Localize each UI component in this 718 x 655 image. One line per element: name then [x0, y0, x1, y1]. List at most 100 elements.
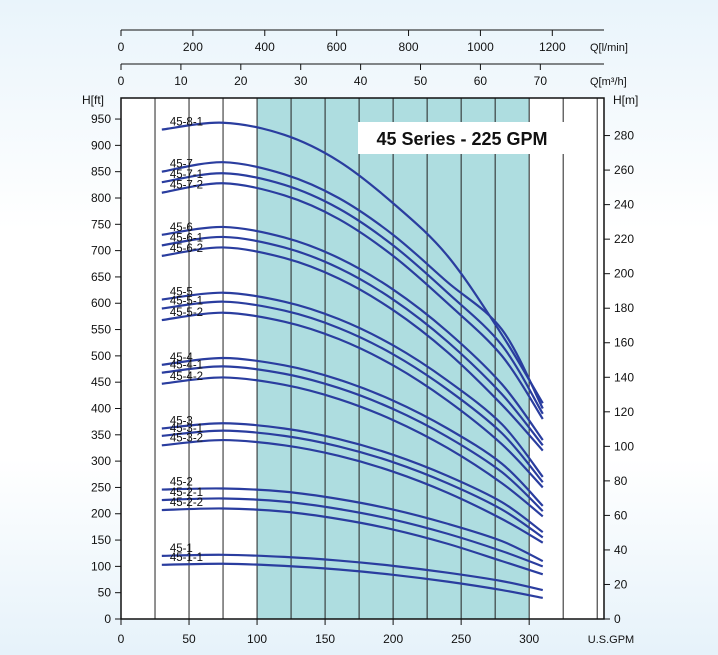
curve-45-4-1 [161, 365, 544, 512]
y-left-tick-label: 350 [91, 428, 111, 442]
curve-label-45-2: 45-2 [170, 477, 193, 489]
x-tick-label: 100 [247, 632, 267, 646]
y-right-tick-label: 180 [614, 301, 634, 315]
y-left-tick-label: 500 [91, 349, 111, 363]
curve-label-45-3-2: 45-3-2 [170, 432, 203, 444]
curve-label-45-4-1: 45-4-1 [170, 360, 203, 372]
curve-label-45-3-1: 45-3-1 [170, 423, 203, 435]
y-left-tick-label: 900 [91, 138, 111, 152]
title-box [358, 122, 566, 154]
curve-label-45-5-2: 45-5-2 [170, 307, 203, 319]
top1-tick-label: 0 [118, 40, 125, 54]
curve-45-7-2 [161, 182, 544, 420]
curve-45-8-1 [161, 121, 544, 404]
top1-tick-label: 600 [327, 40, 347, 54]
y-right-tick-label: 140 [614, 370, 634, 384]
curve-45-2-2 [161, 507, 544, 576]
curve-45-3-1 [161, 429, 544, 539]
y-left-tick-label: 450 [91, 375, 111, 389]
top2-tick-label: 70 [534, 74, 548, 88]
curve-45-4-2 [161, 376, 544, 518]
top1-tick-label: 400 [255, 40, 275, 54]
y-left-tick-label: 100 [91, 559, 111, 573]
y-right-tick-label: 40 [614, 543, 628, 557]
curve-label-45-5-1: 45-5-1 [170, 296, 203, 308]
top1-tick-label: 1000 [467, 40, 494, 54]
curve-45-3 [161, 422, 544, 534]
y-left-tick-label: 550 [91, 323, 111, 337]
y-right-tick-label: 60 [614, 508, 628, 522]
y-right-tick-label: 160 [614, 336, 634, 350]
x-axis-top1-unit: Q[l/min] [590, 42, 628, 54]
y-right-tick-label: 0 [614, 612, 621, 626]
curve-label-45-5: 45-5 [170, 287, 193, 299]
y-right-tick-label: 20 [614, 577, 628, 591]
curve-label-45-7-1: 45-7-1 [170, 169, 203, 181]
curve-label-45-1: 45-1 [170, 543, 193, 555]
y-axis-right-unit: H[m] [613, 93, 638, 107]
curve-45-5 [161, 291, 544, 478]
y-right-tick-label: 200 [614, 267, 634, 281]
x-tick-label: 0 [118, 632, 125, 646]
curve-label-45-6: 45-6 [170, 222, 193, 234]
curve-label-45-2-1: 45-2-1 [170, 487, 203, 499]
top2-tick-label: 60 [474, 74, 488, 88]
y-right-tick-label: 80 [614, 474, 628, 488]
curve-45-3-2 [161, 438, 544, 544]
curve-45-7 [161, 161, 544, 409]
curve-45-6-1 [161, 235, 544, 447]
y-right-tick-label: 100 [614, 439, 634, 453]
chart-title: 45 Series - 225 GPM [376, 129, 547, 149]
curve-45-6 [161, 225, 544, 441]
y-left-tick-label: 200 [91, 507, 111, 521]
top2-tick-label: 30 [294, 74, 308, 88]
curve-45-5-2 [161, 311, 544, 489]
y-right-tick-label: 120 [614, 405, 634, 419]
top1-tick-label: 200 [183, 40, 203, 54]
top2-tick-label: 10 [174, 74, 188, 88]
y-left-tick-label: 250 [91, 480, 111, 494]
y-left-tick-label: 50 [98, 586, 112, 600]
x-tick-label: 300 [519, 632, 539, 646]
curve-45-7-1 [161, 172, 544, 415]
x-tick-label: 250 [451, 632, 471, 646]
y-left-tick-label: 950 [91, 112, 111, 126]
top2-tick-label: 0 [118, 74, 125, 88]
curve-label-45-6-1: 45-6-1 [170, 232, 203, 244]
y-left-tick-label: 700 [91, 244, 111, 258]
y-left-tick-label: 150 [91, 533, 111, 547]
curve-label-45-4: 45-4 [170, 352, 194, 364]
top2-tick-label: 40 [354, 74, 368, 88]
y-right-tick-label: 260 [614, 163, 634, 177]
y-left-tick-label: 300 [91, 454, 111, 468]
curve-45-1-1 [161, 562, 543, 600]
curve-label-45-7-2: 45-7-2 [170, 180, 203, 192]
series-labels: 45-8-1 45-745-7-145-7-2 45-645-6-145-6-2 45… [170, 117, 203, 564]
curve-label-45-3: 45-3 [170, 415, 193, 427]
y-left-tick-label: 0 [104, 612, 111, 626]
y-left-tick-label: 650 [91, 270, 111, 284]
curve-45-2 [161, 487, 544, 563]
x-tick-label: 200 [383, 632, 403, 646]
curve-label-45-4-2: 45-4-2 [170, 371, 203, 383]
curve-45-5-1 [161, 300, 544, 483]
x-axis-top2-unit: Q[m³/h] [590, 76, 627, 88]
top1-tick-label: 1200 [539, 40, 566, 54]
y-right-tick-label: 280 [614, 129, 634, 143]
y-left-tick-label: 400 [91, 401, 111, 415]
y-right-tick-label: 240 [614, 198, 634, 212]
curve-label-45-1-1: 45-1-1 [170, 552, 203, 564]
curve-45-4 [161, 356, 544, 507]
y-axis-left-unit: H[ft] [82, 93, 104, 107]
top2-tick-label: 20 [234, 74, 248, 88]
curves [161, 121, 544, 600]
curve-label-45-7: 45-7 [170, 159, 193, 171]
x-tick-label: 50 [182, 632, 196, 646]
curve-45-1 [161, 553, 544, 592]
x-axis-bottom-unit: U.S.GPM [588, 634, 634, 646]
y-left-tick-label: 850 [91, 165, 111, 179]
x-tick-label: 150 [315, 632, 335, 646]
curve-45-6-2 [161, 246, 544, 452]
